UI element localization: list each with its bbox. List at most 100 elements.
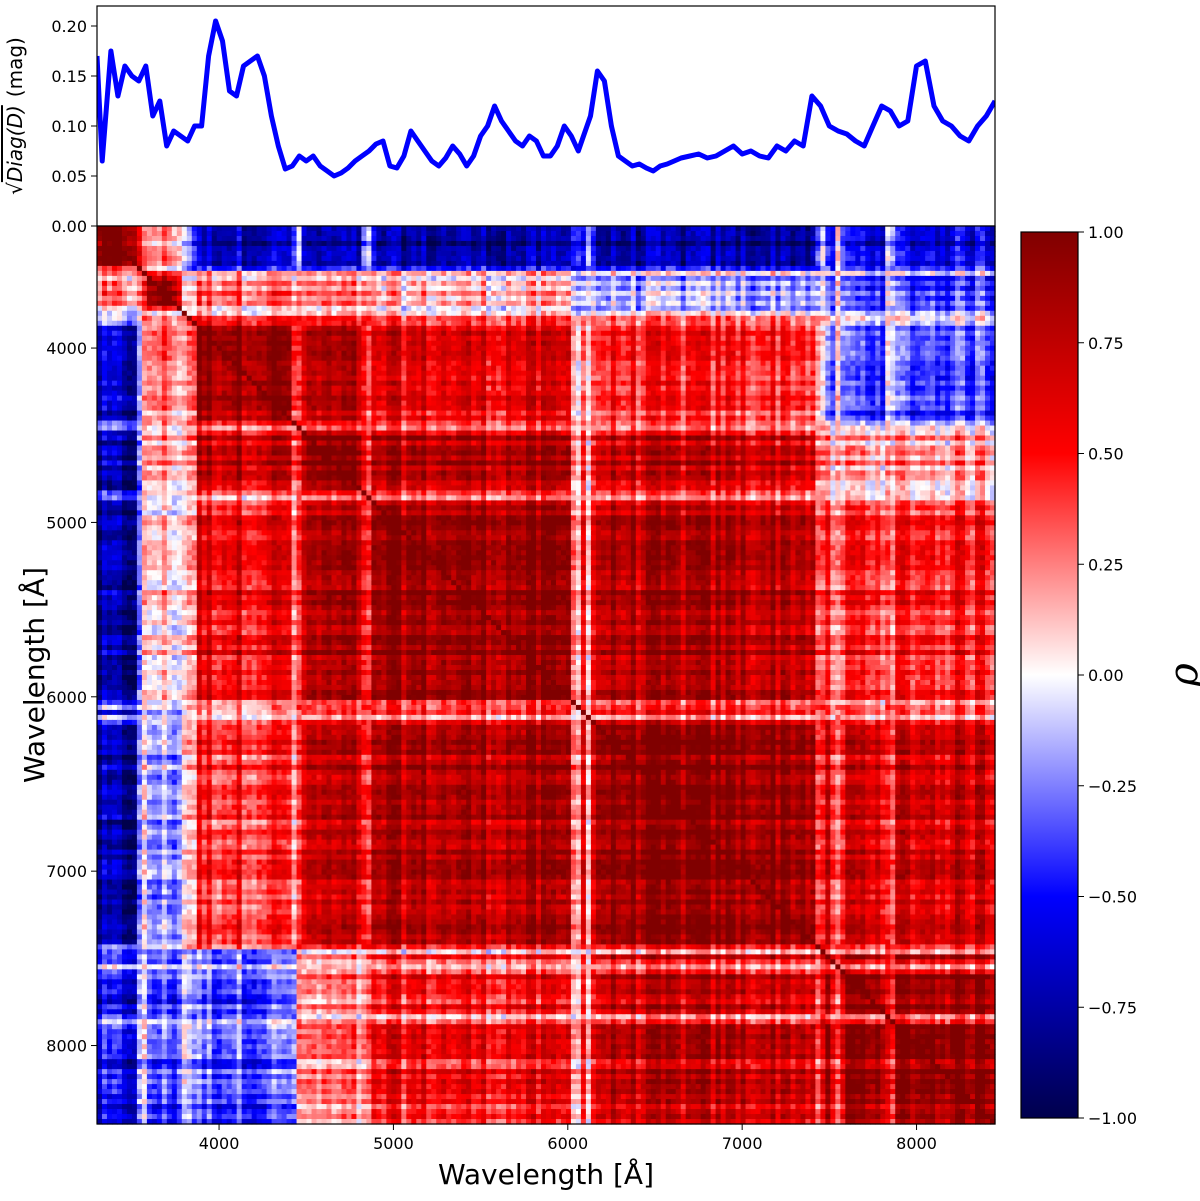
heatmap-cell [550, 260, 557, 267]
heatmap-cell [316, 340, 323, 347]
heatmap-cell [316, 275, 323, 282]
heatmap-cell [680, 260, 687, 267]
heatmap-cell [755, 330, 762, 337]
heatmap-cell [845, 310, 851, 317]
heatmap-cell [810, 300, 816, 307]
heatmap-cell [750, 275, 757, 282]
heatmap-cell [665, 290, 672, 297]
heatmap-cell [531, 325, 537, 332]
heatmap-cell [261, 305, 268, 312]
heatmap-cell [336, 360, 343, 367]
heatmap-cell [950, 355, 956, 362]
heatmap-cell [521, 305, 527, 312]
heatmap-cell [830, 240, 836, 247]
heatmap-cell [815, 250, 821, 257]
heatmap-cell [161, 255, 168, 262]
heatmap-cell [341, 285, 348, 292]
heatmap-cell [605, 330, 612, 337]
heatmap-cell [750, 255, 757, 262]
heatmap-cell [356, 330, 363, 337]
heatmap-cell [316, 355, 323, 362]
heatmap-cell [271, 305, 278, 312]
heatmap-cell [685, 325, 692, 332]
heatmap-cell [985, 290, 991, 297]
heatmap-cell [895, 310, 901, 317]
heatmap-cell [595, 260, 602, 267]
heatmap-cell [985, 270, 991, 277]
heatmap-cell [391, 250, 397, 257]
heatmap-cell [116, 275, 123, 282]
heatmap-cell [690, 245, 697, 252]
heatmap-cell [920, 226, 926, 232]
heatmap-cell [970, 345, 976, 352]
heatmap-cell [211, 350, 218, 357]
heatmap-cell [940, 340, 946, 347]
heatmap-cell [950, 250, 956, 257]
heatmap-cell [695, 235, 702, 242]
heatmap-cell [925, 275, 931, 282]
heatmap-cell [735, 245, 742, 252]
heatmap-cell [321, 235, 328, 242]
heatmap-cell [610, 320, 617, 327]
heatmap-cell [426, 270, 432, 277]
heatmap-cell [226, 265, 233, 272]
heatmap-cell [590, 290, 597, 297]
heatmap-cell [690, 240, 697, 247]
heatmap-cell [650, 226, 657, 232]
heatmap-cell [371, 325, 377, 332]
heatmap-cell [461, 226, 467, 232]
heatmap-cell [481, 360, 487, 367]
heatmap-cell [296, 345, 303, 352]
heatmap-cell [965, 345, 971, 352]
heatmap-cell [426, 305, 432, 312]
heatmap-cell [271, 226, 278, 232]
heatmap-cell [176, 345, 183, 352]
heatmap-cell [715, 265, 722, 272]
heatmap-cell [261, 310, 268, 317]
heatmap-cell [915, 265, 921, 272]
heatmap-cell [595, 335, 602, 342]
heatmap-cell [645, 305, 652, 312]
heatmap-cell [560, 340, 567, 347]
heatmap-cell [521, 320, 527, 327]
heatmap-cell [960, 275, 966, 282]
heatmap-cell [745, 245, 752, 252]
heatmap-cell [351, 340, 358, 347]
heatmap-cell [870, 250, 876, 257]
heatmap-cell [246, 305, 253, 312]
heatmap-cell [171, 250, 178, 257]
heatmap-cell [151, 285, 158, 292]
heatmap-cell [565, 240, 572, 247]
heatmap-cell [660, 360, 667, 367]
heatmap-cell [336, 255, 343, 262]
heatmap-cell [560, 345, 567, 352]
heatmap-cell [745, 230, 752, 237]
heatmap-cell [905, 226, 911, 232]
heatmap-cell [675, 300, 682, 307]
heatmap-cell [955, 265, 961, 272]
heatmap-cell [406, 260, 412, 267]
heatmap-cell [311, 250, 318, 257]
heatmap-cell [181, 255, 188, 262]
heatmap-cell [850, 250, 856, 257]
heatmap-cell [980, 240, 986, 247]
heatmap-cell [710, 345, 717, 352]
heatmap-cell [770, 350, 777, 357]
heatmap-cell [386, 360, 392, 367]
heatmap-cell [461, 270, 467, 277]
heatmap-cell [700, 310, 707, 317]
heatmap-cell [630, 250, 637, 257]
heatmap-cell [570, 305, 577, 312]
heatmap-cell [650, 310, 657, 317]
heatmap-cell [980, 340, 986, 347]
heatmap-cell [141, 250, 148, 257]
heatmap-cell [790, 235, 797, 242]
heatmap-cell [331, 330, 338, 337]
heatmap-cell [401, 226, 407, 232]
heatmap-cell [136, 305, 143, 312]
heatmap-cell [156, 340, 163, 347]
heatmap-cell [501, 355, 507, 362]
heatmap-cell [456, 280, 462, 287]
heatmap-cell [466, 275, 472, 282]
heatmap-cell [735, 260, 742, 267]
